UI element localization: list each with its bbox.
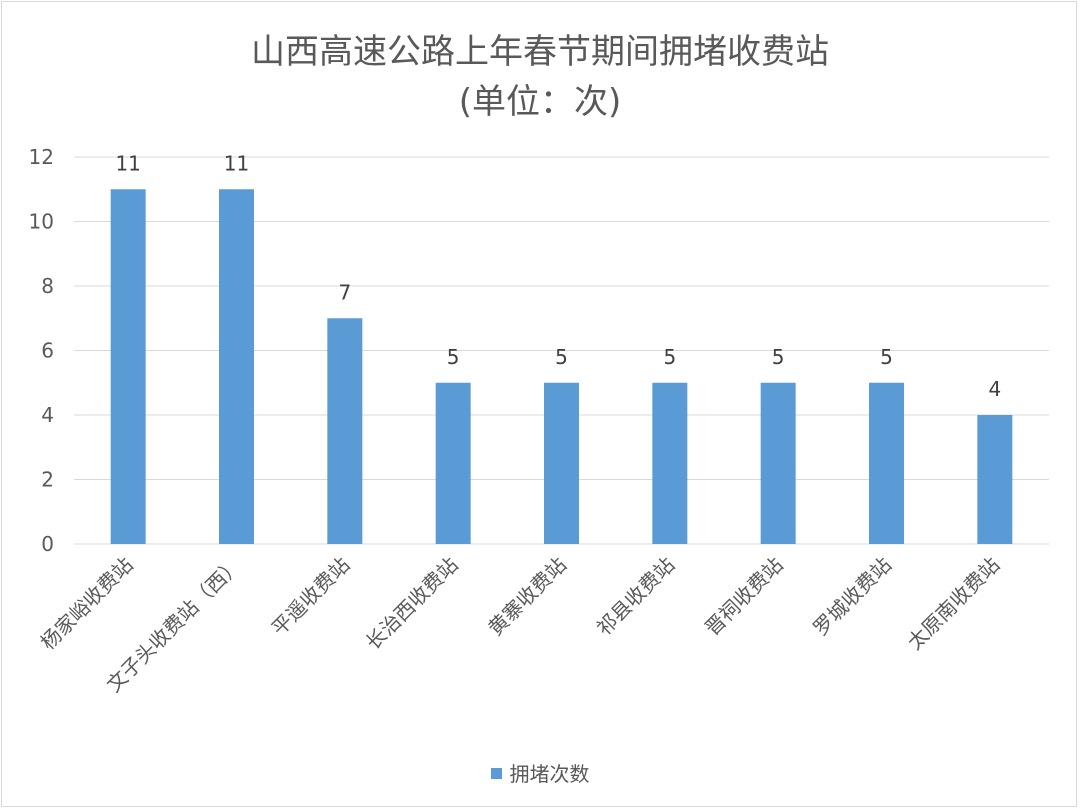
y-tick-label: 4: [41, 403, 54, 427]
chart-title: 山西高速公路上年春节期间拥堵收费站: [251, 32, 829, 72]
bar: [869, 382, 904, 544]
data-label: 11: [224, 151, 249, 175]
bar: [760, 382, 796, 544]
data-label: 5: [772, 345, 785, 369]
y-tick-label: 10: [29, 210, 54, 234]
data-label: 7: [338, 280, 351, 304]
bar: [544, 382, 579, 544]
data-label: 5: [880, 345, 893, 369]
bar: [110, 189, 146, 544]
data-label: 5: [555, 345, 568, 369]
data-label: 5: [447, 345, 460, 369]
x-tick-label: 黄寨收费站: [483, 553, 571, 641]
y-tick-label: 0: [41, 532, 54, 556]
bar: [327, 318, 363, 544]
x-tick-label: 太原南收费站: [903, 553, 1005, 655]
y-tick-label: 2: [41, 468, 54, 492]
legend: 拥堵次数: [0, 758, 1080, 787]
x-tick-label: 长治西收费站: [361, 553, 463, 655]
bar: [435, 382, 471, 544]
bar: [652, 382, 688, 544]
y-tick-label: 8: [41, 274, 54, 298]
chart-subtitle: (单位：次): [458, 82, 622, 122]
bar: [977, 415, 1013, 544]
legend-label: 拥堵次数: [509, 762, 590, 786]
y-tick-label: 6: [41, 339, 54, 363]
legend-swatch: [490, 768, 502, 779]
y-tick-label: 12: [29, 145, 54, 169]
data-label: 11: [115, 151, 140, 175]
x-tick-label: 罗城收费站: [808, 553, 896, 641]
data-label: 5: [663, 345, 676, 369]
x-tick-label: 平遥收费站: [267, 553, 355, 641]
x-tick-label: 祁县收费站: [592, 553, 680, 641]
x-tick-label: 晋祠收费站: [700, 553, 788, 641]
data-label: 4: [988, 377, 1001, 401]
x-tick-label: 杨家峪收费站: [36, 553, 138, 655]
bar: [219, 189, 254, 544]
